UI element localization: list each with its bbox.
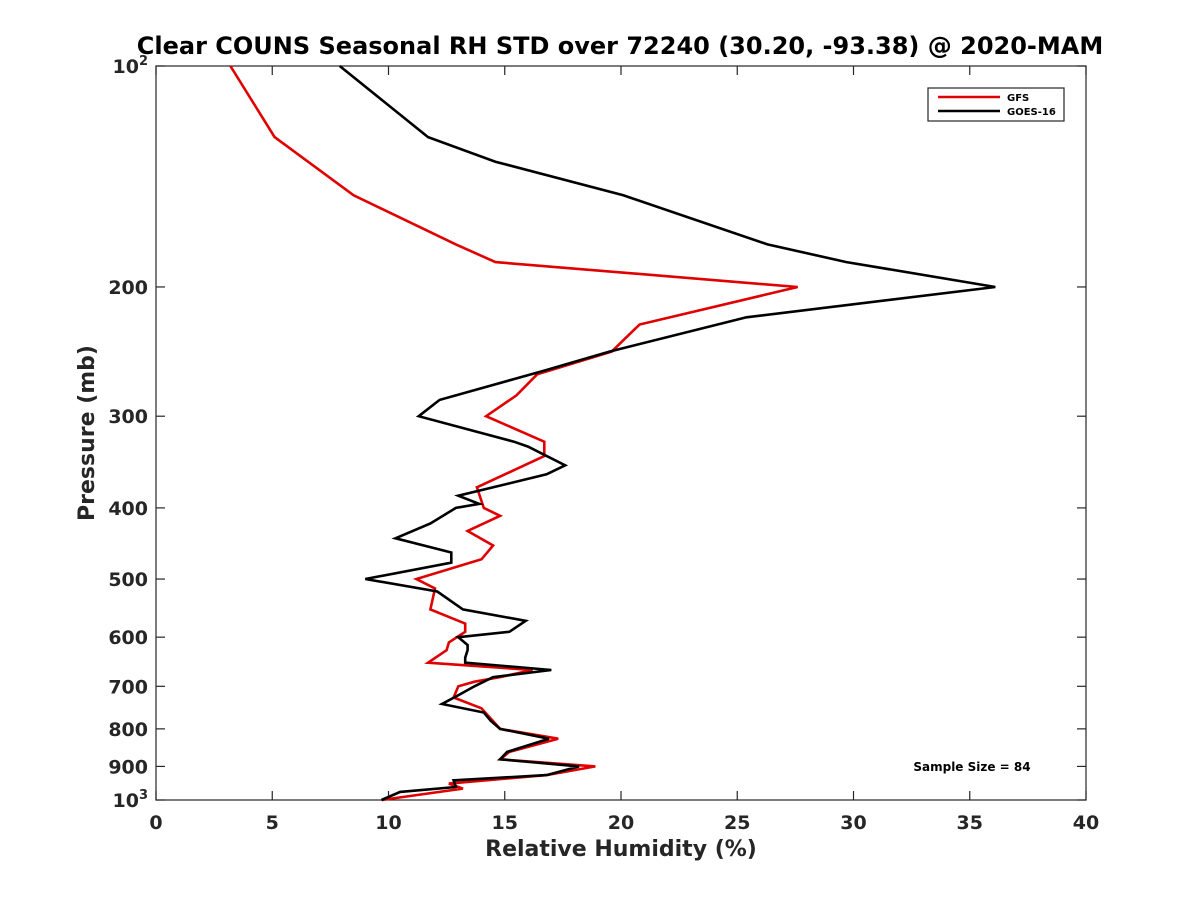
y-tick-label-exponent: 3 [139, 788, 148, 803]
x-tick-label: 35 [957, 812, 983, 834]
chart-title: Clear COUNS Seasonal RH STD over 72240 (… [137, 32, 1103, 60]
x-tick-label: 0 [149, 812, 162, 834]
y-tick-label-exponent: 2 [139, 54, 148, 69]
x-tick-label: 40 [1073, 812, 1099, 834]
x-axis-ticks: 0 5 10 15 20 25 30 35 40 [149, 66, 1099, 834]
x-tick-label: 20 [608, 812, 634, 834]
y-tick-label: 700 [108, 676, 148, 698]
legend-label: GFS [1007, 93, 1029, 104]
y-tick-label: 103 [113, 788, 149, 812]
x-tick-label: 15 [492, 812, 518, 834]
y-tick-label: 500 [108, 569, 148, 591]
x-axis-label: Relative Humidity (%) [485, 837, 757, 862]
y-tick-label: 600 [108, 627, 148, 649]
y-tick-label: 800 [108, 719, 148, 741]
x-tick-label: 5 [266, 812, 279, 834]
x-tick-label: 10 [375, 812, 401, 834]
legend-label: GOES-16 [1007, 107, 1056, 118]
y-tick-label: 102 [113, 54, 149, 78]
sample-size-annotation: Sample Size = 84 [913, 760, 1030, 774]
y-tick-label-base: 10 [113, 790, 139, 812]
legend-box [927, 87, 1065, 122]
series-line-goes-16 [338, 64, 996, 802]
x-tick-label: 30 [840, 812, 866, 834]
x-tick-label: 25 [724, 812, 750, 834]
y-tick-label: 900 [108, 756, 148, 778]
y-axis-label: Pressure (mb) [75, 345, 100, 521]
y-tick-label: 400 [108, 498, 148, 520]
y-tick-label-base: 10 [113, 56, 139, 78]
plot-area [155, 65, 1087, 801]
legend: GFS GOES-16 [927, 87, 1065, 122]
series-layer [229, 64, 996, 802]
series-line-gfs [229, 65, 799, 802]
y-tick-label: 300 [108, 406, 148, 428]
y-tick-label: 200 [108, 277, 148, 299]
